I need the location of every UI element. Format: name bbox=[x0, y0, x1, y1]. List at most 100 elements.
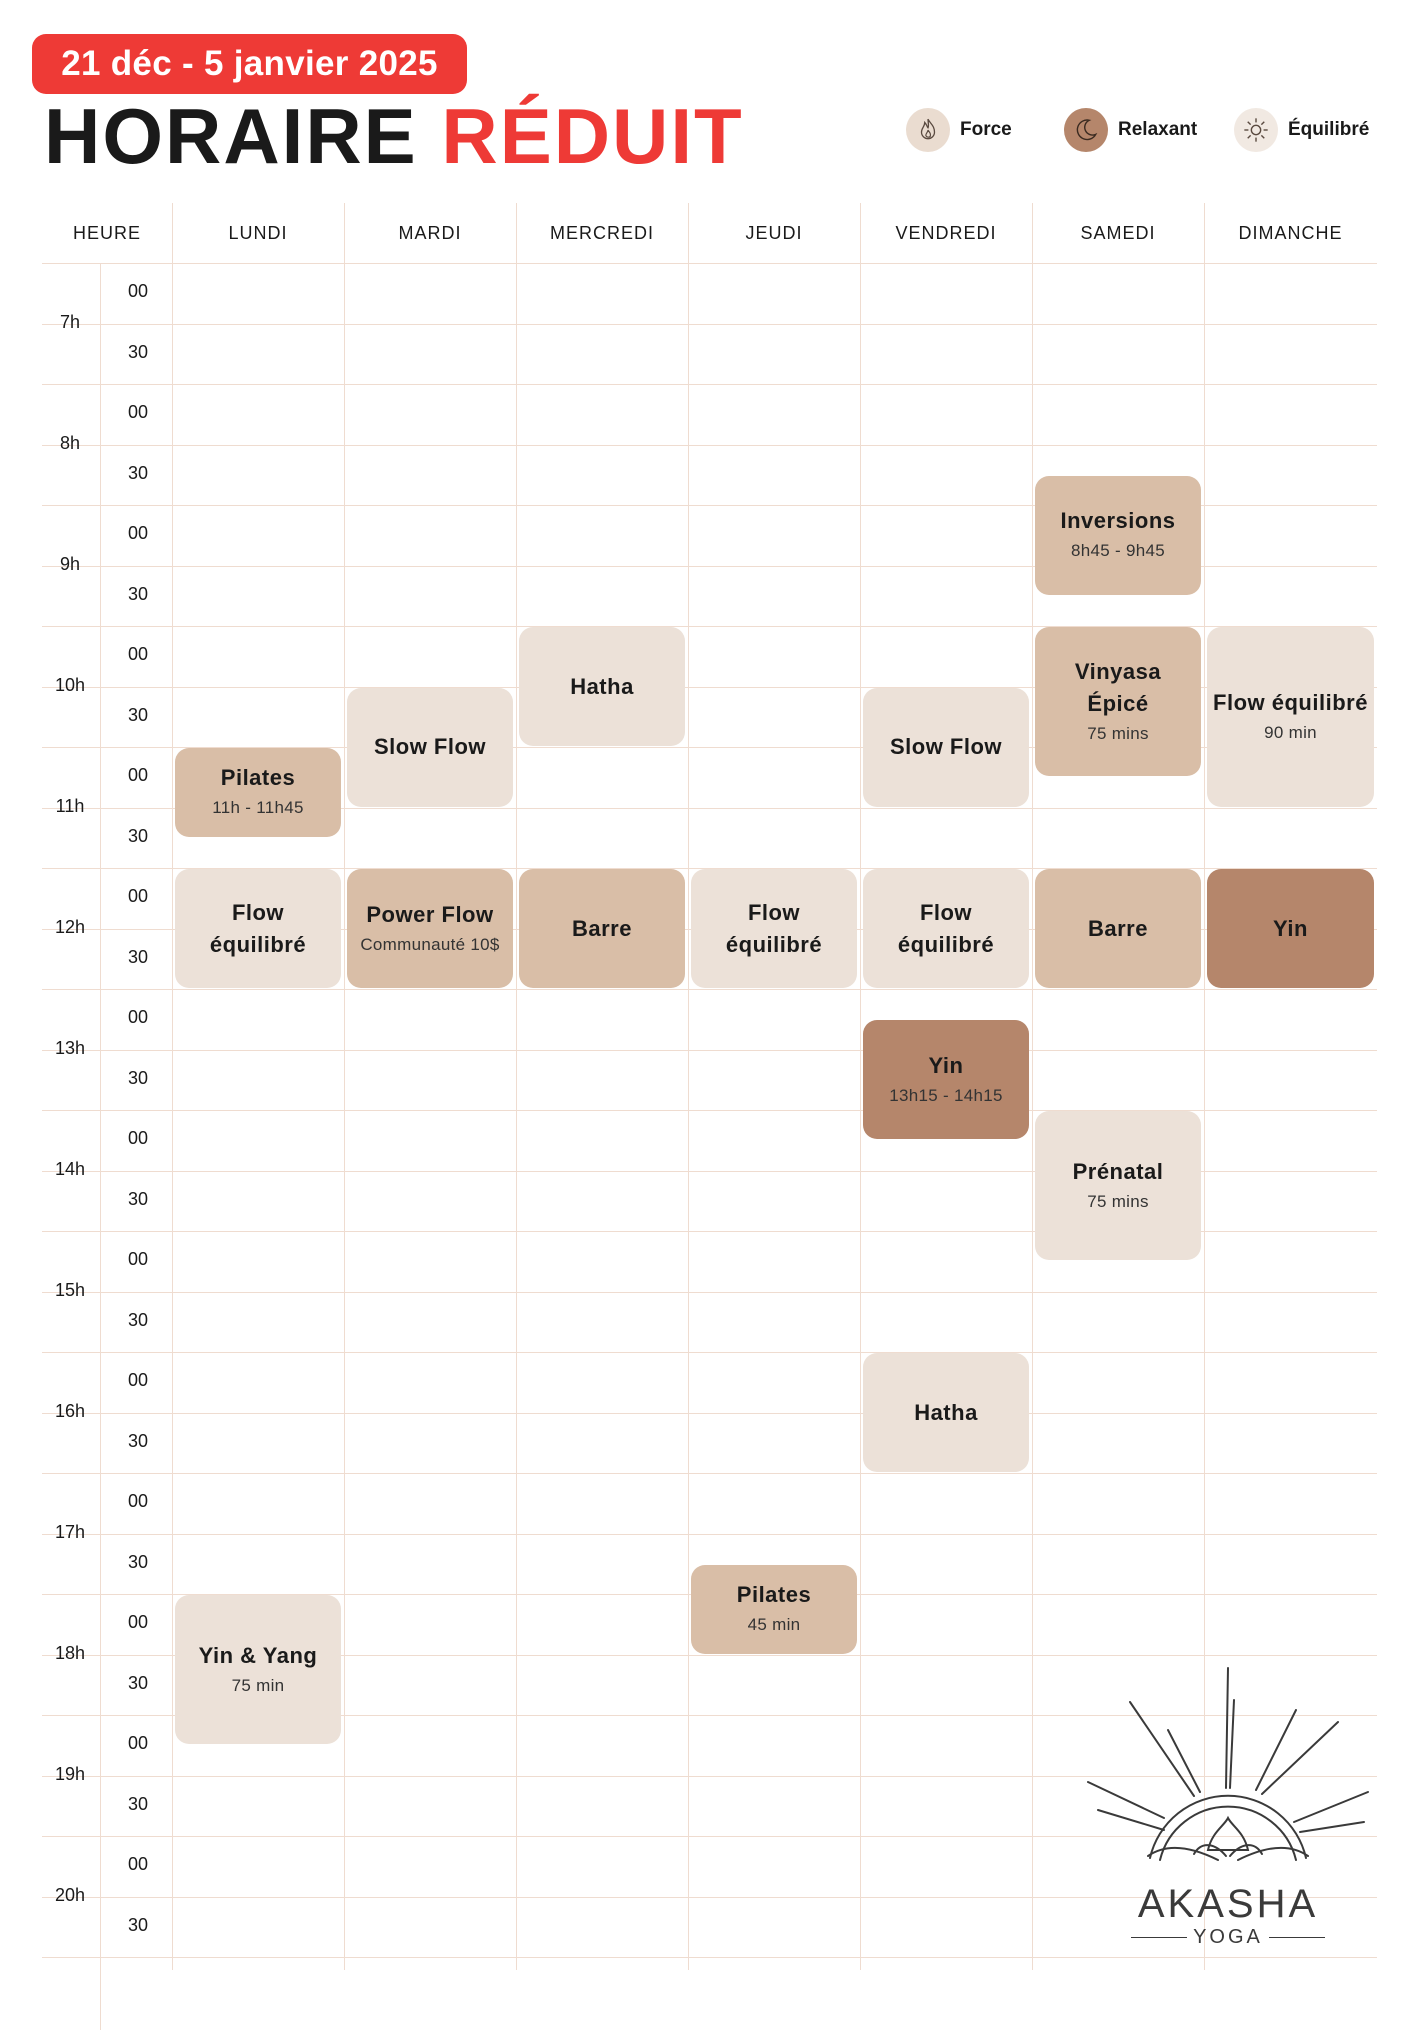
page-title: HORAIRE RÉDUIT bbox=[44, 92, 744, 180]
hour-column-header: HEURE bbox=[72, 222, 141, 243]
class-block[interactable]: Slow Flow bbox=[347, 687, 513, 807]
class-name: Barre bbox=[572, 915, 632, 941]
brand-tagline-text: YOGA bbox=[1193, 1926, 1263, 1948]
minute-label: 00 bbox=[127, 1007, 149, 1027]
class-block[interactable]: Yin & Yang 75 min bbox=[175, 1595, 341, 1745]
brand-tagline: YOGA bbox=[1068, 1926, 1388, 1949]
class-name: Prénatal bbox=[1072, 1158, 1164, 1184]
class-block[interactable]: Prénatal 75 mins bbox=[1035, 1111, 1201, 1261]
hour-label: 12h bbox=[54, 916, 86, 937]
grid-line bbox=[42, 1049, 1377, 1051]
minute-label: 00 bbox=[127, 281, 149, 301]
class-name: Hatha bbox=[570, 673, 634, 699]
flame-icon bbox=[906, 108, 950, 152]
grid-line bbox=[516, 203, 517, 1970]
grid-line bbox=[344, 203, 345, 1970]
grid-line bbox=[42, 1231, 1377, 1232]
grid-line bbox=[42, 323, 1377, 325]
minute-label: 00 bbox=[127, 402, 149, 422]
day-header: SAMEDI bbox=[1080, 222, 1156, 243]
legend-relaxant: Relaxant bbox=[1064, 108, 1197, 152]
minute-label: 00 bbox=[127, 523, 149, 543]
class-name: Pilates bbox=[220, 765, 296, 791]
grid-line bbox=[42, 1896, 1377, 1898]
class-name: Flow équilibré bbox=[725, 899, 823, 957]
class-name: Barre bbox=[1088, 915, 1148, 941]
grid-line bbox=[42, 1836, 1377, 1837]
grid-line bbox=[42, 1412, 1377, 1414]
date-range-badge: 21 déc - 5 janvier 2025 bbox=[32, 34, 467, 94]
class-block[interactable]: Flow équilibré bbox=[691, 869, 857, 988]
legend-equilibre: Équilibré bbox=[1234, 108, 1369, 152]
day-header: VENDREDI bbox=[895, 222, 997, 243]
schedule-grid: HEURE LUNDI MARDI MERCREDI JEUDI VENDREDI SAM… bbox=[42, 203, 1377, 2030]
class-name: Inversions bbox=[1060, 508, 1176, 534]
title-accent: RÉDUIT bbox=[441, 92, 744, 180]
minute-label: 30 bbox=[127, 1430, 149, 1451]
minute-label: 30 bbox=[127, 583, 149, 604]
minute-label: 30 bbox=[127, 1551, 149, 1572]
hour-label: 14h bbox=[54, 1158, 86, 1179]
grid-line bbox=[42, 1473, 1377, 1474]
hour-label: 11h bbox=[55, 795, 85, 816]
day-header: JEUDI bbox=[745, 222, 803, 243]
moon-icon bbox=[1064, 108, 1108, 152]
class-block[interactable]: Inversions 8h45 - 9h45 bbox=[1035, 475, 1201, 595]
grid-line bbox=[1204, 203, 1205, 1970]
class-block[interactable]: Pilates 11h - 11h45 bbox=[175, 748, 341, 837]
sunburst-lotus-icon bbox=[1087, 1667, 1369, 1861]
minute-label: 00 bbox=[127, 1128, 149, 1148]
grid-line bbox=[42, 263, 1377, 264]
hour-label: 16h bbox=[54, 1400, 86, 1421]
class-block[interactable]: Vinyasa Épicé 75 mins bbox=[1035, 627, 1201, 777]
minute-label: 00 bbox=[127, 1370, 149, 1390]
minute-label: 00 bbox=[127, 1854, 149, 1874]
grid-line bbox=[42, 384, 1377, 385]
minute-label: 30 bbox=[127, 341, 149, 362]
grid-line bbox=[100, 263, 101, 2030]
minute-label: 00 bbox=[127, 1249, 149, 1269]
hour-label: 10h bbox=[54, 674, 86, 695]
class-block[interactable]: Yin 13h15 - 14h15 bbox=[863, 1020, 1029, 1140]
minute-label: 00 bbox=[127, 886, 149, 906]
class-block[interactable]: Flow équilibré bbox=[175, 869, 341, 988]
class-block[interactable]: Yin bbox=[1207, 869, 1374, 988]
class-name: Yin & Yang bbox=[198, 1642, 318, 1668]
minute-label: 30 bbox=[127, 1793, 149, 1814]
class-name: Flow équilibré bbox=[1213, 689, 1368, 715]
legend-force: Force bbox=[906, 108, 1012, 152]
minute-label: 00 bbox=[127, 644, 149, 664]
grid-line bbox=[42, 444, 1377, 446]
minute-label: 30 bbox=[127, 825, 149, 846]
class-block[interactable]: Hatha bbox=[519, 627, 685, 746]
class-name: Pilates bbox=[736, 1582, 812, 1608]
class-block[interactable]: Flow équilibré bbox=[863, 869, 1029, 988]
class-detail: 45 min bbox=[747, 1615, 801, 1635]
minute-label: 00 bbox=[127, 765, 149, 785]
minute-label: 30 bbox=[127, 1188, 149, 1209]
class-block[interactable]: Barre bbox=[519, 869, 685, 988]
class-detail: 11h - 11h45 bbox=[212, 798, 304, 818]
grid-line bbox=[42, 1775, 1377, 1777]
class-name: Vinyasa Épicé bbox=[1074, 658, 1162, 716]
class-name: Slow Flow bbox=[889, 734, 1003, 759]
minute-label: 30 bbox=[127, 946, 149, 967]
grid-line bbox=[688, 203, 689, 1970]
class-block[interactable]: Power Flow Communauté 10$ bbox=[347, 869, 513, 988]
grid-line bbox=[42, 1654, 1377, 1656]
grid-line bbox=[172, 203, 173, 1970]
class-block[interactable]: Hatha bbox=[863, 1353, 1029, 1472]
hour-label: 17h bbox=[54, 1521, 86, 1542]
hour-label: 19h bbox=[54, 1763, 86, 1784]
class-block[interactable]: Flow équilibré 90 min bbox=[1207, 627, 1374, 807]
class-block[interactable]: Slow Flow bbox=[863, 687, 1029, 807]
hour-label: 8h bbox=[59, 432, 81, 453]
class-detail: 75 mins bbox=[1087, 723, 1149, 743]
day-header: MERCREDI bbox=[549, 222, 654, 243]
class-block[interactable]: Barre bbox=[1035, 869, 1201, 988]
grid-line bbox=[42, 1715, 1377, 1716]
grid-line bbox=[42, 747, 1377, 748]
grid-line bbox=[42, 868, 1377, 869]
class-block[interactable]: Pilates 45 min bbox=[691, 1564, 857, 1654]
legend-label: Force bbox=[960, 119, 1012, 140]
